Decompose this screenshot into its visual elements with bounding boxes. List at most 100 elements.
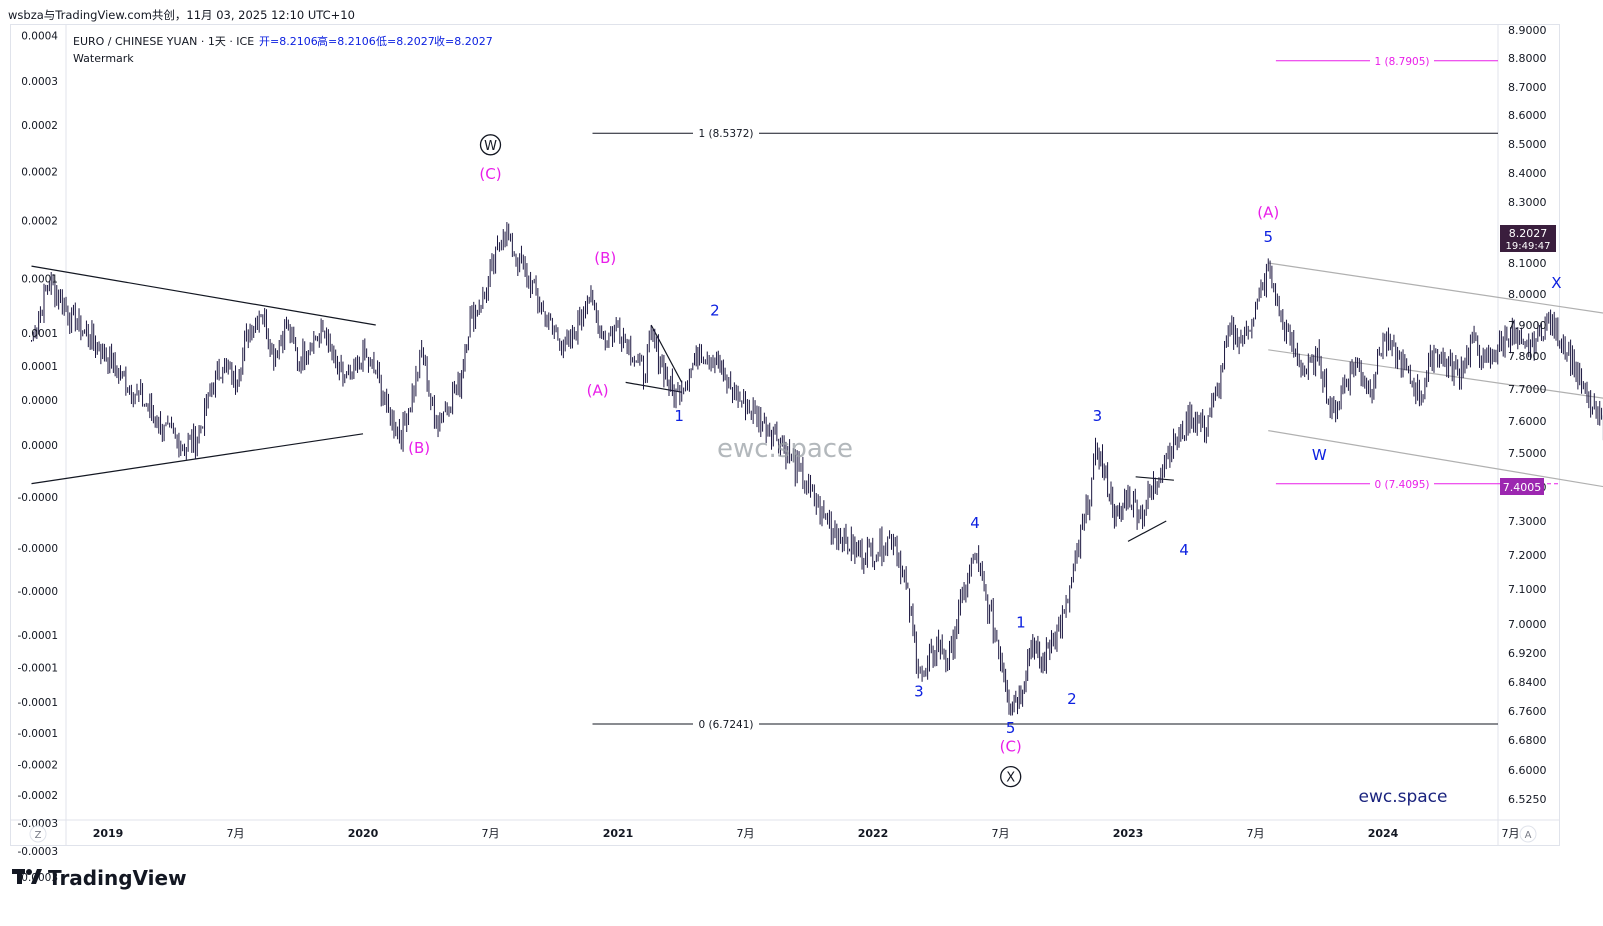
tradingview-wordmark: TradingView	[48, 866, 187, 890]
wave-label[interactable]: 3	[1093, 407, 1103, 425]
left-axis-tick: 0.0001	[21, 328, 58, 340]
last-price-tag	[1500, 225, 1556, 252]
left-axis-tick: 0.0002	[21, 120, 58, 132]
left-axis-tick: -0.0002	[17, 790, 58, 802]
left-axis-tick: -0.0003	[17, 846, 58, 858]
left-axis-tick: -0.0001	[17, 697, 58, 709]
author-signature: ewc.space	[1359, 787, 1448, 807]
fib-level-label: 1 (8.5372)	[699, 128, 754, 140]
level-price-value: 7.4005	[1503, 481, 1542, 494]
trend-line[interactable]	[1268, 430, 1603, 528]
time-axis-tick: 2021	[603, 827, 634, 840]
price-axis-tick: 8.8000	[1508, 52, 1547, 65]
time-axis-tick: 2023	[1113, 827, 1144, 840]
price-axis-tick: 6.6800	[1508, 734, 1547, 747]
fib-level-label: 1 (8.7905)	[1375, 56, 1430, 68]
last-price-time: 19:49:47	[1506, 241, 1551, 252]
trend-line[interactable]	[1268, 349, 1603, 434]
tradingview-brand[interactable]: TradingView	[12, 866, 187, 890]
wave-label[interactable]: 2	[710, 302, 720, 320]
time-axis-tick: 7月	[992, 827, 1010, 840]
time-axis-tick: 7月	[482, 827, 500, 840]
chart-watermark: ewc.space	[717, 434, 853, 464]
price-axis-tick: 7.5000	[1508, 447, 1547, 460]
price-axis-tick: 8.3000	[1508, 196, 1547, 209]
price-axis-tick: 7.3000	[1508, 515, 1547, 528]
trend-line[interactable]	[650, 324, 683, 383]
time-axis-tick: 2024	[1368, 827, 1399, 840]
auto-scale-button[interactable]	[1519, 825, 1537, 843]
chart-frame	[10, 24, 1560, 846]
wave-label[interactable]: 3	[914, 683, 924, 701]
price-axis-tick: 7.8000	[1508, 350, 1547, 363]
wave-label[interactable]: 1	[674, 407, 684, 425]
wave-label[interactable]: 2	[1067, 690, 1077, 708]
left-axis-tick: 0.0001	[21, 361, 58, 373]
price-axis-tick: 7.6000	[1508, 415, 1547, 428]
left-axis-tick: -0.0000	[17, 492, 58, 504]
price-axis-tick: 8.0000	[1508, 288, 1547, 301]
price-axis-tick: 8.5000	[1508, 138, 1547, 151]
log-scale-button[interactable]	[29, 825, 47, 843]
price-axis-tick: 8.9000	[1508, 24, 1547, 37]
trend-line[interactable]	[1127, 520, 1167, 542]
wave-label[interactable]: 5	[1006, 719, 1016, 737]
log-scale-button-label: Z	[35, 830, 42, 841]
time-axis-tick: 2019	[93, 827, 124, 840]
trend-line[interactable]	[1135, 476, 1174, 481]
left-axis-tick: -0.0000	[17, 586, 58, 598]
trend-line[interactable]	[31, 433, 364, 485]
price-axis-tick: 7.7000	[1508, 383, 1547, 396]
price-axis-tick: 6.6000	[1508, 764, 1547, 777]
price-axis-tick: 6.7600	[1508, 705, 1547, 718]
left-axis-tick: -0.0002	[17, 759, 58, 771]
price-axis-tick: 6.8400	[1508, 676, 1547, 689]
wave-label[interactable]: W	[1312, 446, 1327, 464]
left-axis-tick: 0.0002	[21, 216, 58, 228]
left-axis-tick: -0.0001	[17, 630, 58, 642]
price-axis-tick: 7.0000	[1508, 618, 1547, 631]
price-axis-tick: 8.4000	[1508, 167, 1547, 180]
wave-label[interactable]: (A)	[1257, 204, 1279, 222]
wave-label[interactable]: X	[1551, 274, 1561, 292]
left-axis-tick: -0.0000	[17, 543, 58, 555]
wave-label[interactable]: 4	[970, 514, 980, 532]
price-axis-tick: 6.5250	[1508, 793, 1547, 806]
wave-label[interactable]: (C)	[1000, 737, 1022, 755]
last-price-value: 8.2027	[1509, 227, 1548, 240]
left-axis-tick: 0.0001	[21, 274, 58, 286]
wave-label[interactable]: (B)	[594, 249, 616, 267]
time-axis-tick: 7月	[737, 827, 755, 840]
trend-line[interactable]	[1268, 262, 1603, 350]
price-axis-tick: 7.1000	[1508, 583, 1547, 596]
wave-label[interactable]: (A)	[587, 381, 609, 399]
legend-symbol: EURO / CHINESE YUAN · 1天 · ICE	[73, 35, 254, 48]
left-axis-tick: -0.0001	[17, 728, 58, 740]
time-axis-tick: 7月	[227, 827, 245, 840]
left-axis-tick: -0.0001	[17, 663, 58, 675]
left-axis-tick: -0.0003	[17, 818, 58, 830]
left-axis-tick: 0.0000	[21, 440, 58, 452]
wave-label[interactable]: 4	[1179, 541, 1189, 559]
trend-line[interactable]	[625, 381, 682, 393]
wave-label[interactable]: W	[484, 139, 497, 154]
wave-label[interactable]: (B)	[408, 439, 430, 457]
legend-watermark-label: Watermark	[73, 52, 134, 65]
left-axis-tick: 0.0003	[21, 76, 58, 88]
wave-label[interactable]: (C)	[479, 165, 501, 183]
fib-level-label: 0 (6.7241)	[699, 719, 754, 731]
time-axis-tick: 7月	[1502, 827, 1520, 840]
wave-label[interactable]: 1	[1016, 614, 1026, 632]
level-price-tag	[1500, 478, 1544, 495]
left-axis-tick: 0.0004	[21, 31, 58, 43]
price-axis-tick: 8.1000	[1508, 257, 1547, 270]
price-axis-tick: 8.7000	[1508, 81, 1547, 94]
wave-label[interactable]: 5	[1263, 228, 1273, 246]
wave-label[interactable]: X	[1006, 771, 1015, 786]
price-axis-tick: 7.2000	[1508, 549, 1547, 562]
time-axis-tick: 2020	[348, 827, 379, 840]
time-axis-tick: 7月	[1247, 827, 1265, 840]
price-axis-tick: 6.9200	[1508, 647, 1547, 660]
trend-line[interactable]	[31, 265, 376, 326]
